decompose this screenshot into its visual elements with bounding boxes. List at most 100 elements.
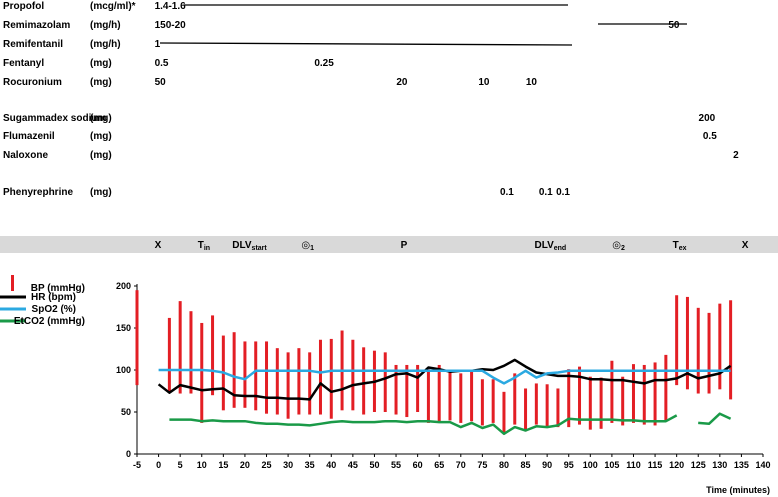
bp-bar	[178, 301, 182, 394]
bp-bar	[243, 341, 247, 408]
legend-label-bp: BP (mmHg)	[31, 283, 85, 294]
drug-dose: 0.5	[703, 131, 717, 142]
drug-name: Propofol	[3, 1, 44, 12]
bp-bar	[718, 303, 722, 390]
drug-dose: 10	[526, 77, 538, 88]
bp-bar	[664, 354, 668, 422]
bp-bar	[329, 338, 333, 419]
x-tick-label: 125	[691, 460, 706, 470]
drug-name: Naloxone	[3, 150, 48, 161]
event-1: Tin	[198, 240, 210, 252]
drug-name: Phenyrephrine	[3, 187, 73, 198]
series-line-etco2	[169, 414, 678, 436]
x-tick-label: 45	[348, 460, 358, 470]
drug-row-naloxone: Naloxone (mg) 2	[3, 150, 739, 161]
drug-dose: 150-20	[155, 20, 187, 31]
series-line-etco2	[698, 412, 732, 426]
bp-bar	[578, 366, 582, 425]
bp-bar	[265, 341, 269, 414]
bp-bar	[642, 364, 646, 425]
bp-bar	[167, 317, 171, 391]
bp-bar	[567, 369, 571, 428]
x-tick-label: -5	[133, 460, 141, 470]
drug-dose: 2	[733, 150, 739, 161]
bp-bar	[653, 362, 657, 426]
bp-bar	[556, 388, 560, 428]
bp-bar	[426, 369, 430, 423]
x-tick-label: 35	[305, 460, 315, 470]
drug-name: Flumazenil	[3, 131, 55, 142]
x-tick-label: 25	[262, 460, 272, 470]
drug-dose: 0.1	[500, 187, 514, 198]
drug-dose: 0.5	[155, 58, 169, 69]
drug-dose: 1	[155, 39, 161, 50]
drug-dose: 1.4-1.6	[155, 1, 187, 12]
bp-bar	[545, 384, 549, 428]
x-tick-label: 75	[477, 460, 487, 470]
x-tick-label: 70	[456, 460, 466, 470]
drug-row-sugammadex-sodium: Sugammadex sodium(mg) 200	[3, 113, 716, 124]
bp-bar	[189, 311, 193, 394]
drug-unit: (mg)	[90, 58, 112, 69]
bp-bar	[470, 371, 474, 422]
bp-bar	[297, 348, 301, 415]
bp-bar	[362, 347, 366, 415]
x-tick-label: 30	[283, 460, 293, 470]
x-tick-label: 50	[369, 460, 379, 470]
drug-dose: 0.1	[539, 187, 553, 198]
x-tick-label: 10	[197, 460, 207, 470]
drug-rows: Propofol (mcg/ml)* 1.4-1.6 Remimazolam (mg/h…	[3, 1, 739, 198]
x-tick-label: 95	[564, 460, 574, 470]
event-markers: X Tin DLVstart ◎1 P DLVend ◎2 Tex X	[155, 240, 749, 252]
bp-bar	[405, 364, 409, 418]
drug-name: Remimazolam	[3, 20, 70, 31]
x-tick-label: 135	[734, 460, 749, 470]
drug-unit: (mg)	[90, 150, 112, 161]
drug-dose: 20	[396, 77, 408, 88]
drug-unit: (mg)	[90, 187, 112, 198]
x-tick-label: 0	[156, 460, 161, 470]
event-5: DLVend	[535, 240, 567, 252]
drug-name: Sugammadex sodium	[3, 113, 106, 124]
x-tick-label: 5	[178, 460, 183, 470]
x-tick-label: 65	[434, 460, 444, 470]
series-lines	[157, 358, 732, 436]
drug-dose: 0.1	[556, 187, 570, 198]
x-tick-label: 140	[755, 460, 770, 470]
bp-bar	[491, 379, 495, 423]
bp-bar	[459, 373, 463, 423]
x-tick-label: 115	[648, 460, 663, 470]
x-tick-label: 80	[499, 460, 509, 470]
bp-bar	[135, 290, 139, 386]
bp-bar	[254, 341, 258, 411]
x-tick-label: 55	[391, 460, 401, 470]
drug-dose: 0.25	[314, 58, 334, 69]
event-0: X	[155, 240, 162, 251]
y-tick-label: 50	[121, 407, 131, 417]
drug-dose: 50	[155, 77, 167, 88]
y-tick-label: 0	[126, 449, 131, 459]
event-bar	[0, 236, 778, 253]
bp-bar	[286, 352, 290, 419]
bp-bar	[394, 364, 398, 415]
bp-bar	[621, 376, 625, 426]
x-tick-label: 120	[669, 460, 684, 470]
bp-bar	[232, 332, 236, 408]
drug-row-fentanyl: Fentanyl (mg) 0.5 0.25	[3, 58, 334, 69]
bp-bar	[480, 379, 484, 426]
x-tick-label: 15	[218, 460, 228, 470]
bp-bar	[200, 322, 204, 423]
bp-bar	[696, 307, 700, 394]
x-tick-label: 60	[413, 460, 423, 470]
series-line-spo2	[158, 368, 731, 385]
drug-dose: 10	[478, 77, 490, 88]
bp-bar	[416, 364, 420, 412]
event-4: P	[401, 240, 408, 251]
event-3: ◎1	[301, 240, 314, 252]
bp-bar	[318, 339, 322, 415]
x-axis-title: Time (minutes)	[706, 485, 770, 495]
x-tick-label: 90	[542, 460, 552, 470]
event-8: X	[742, 240, 749, 251]
bp-bar	[211, 315, 215, 396]
